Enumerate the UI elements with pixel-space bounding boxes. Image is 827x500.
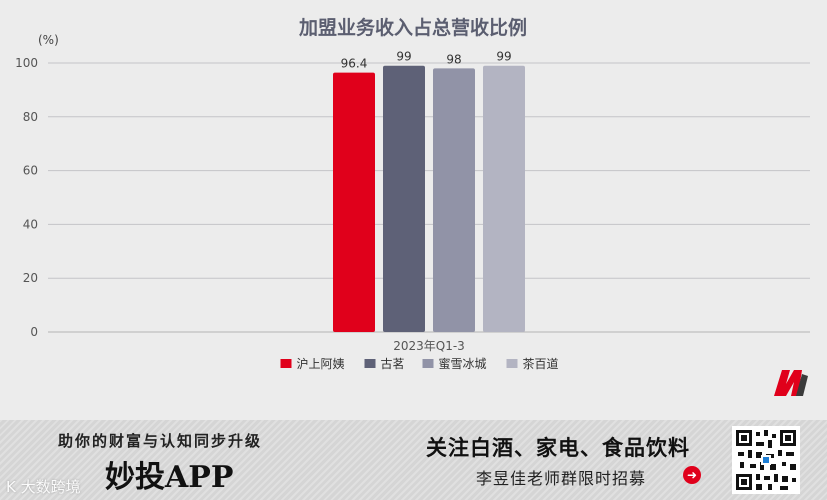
legend-swatch <box>280 359 292 368</box>
banner-app-name: 妙投APP <box>105 460 234 495</box>
chart-area: 加盟业务收入占总营收比例 (%) 0 20 40 60 80 100 96.4 99 98 99… <box>15 16 810 396</box>
miaotou-logo-icon <box>774 370 808 396</box>
chart-title: 加盟业务收入占总营收比例 <box>298 16 527 39</box>
legend-swatch <box>364 359 376 368</box>
qr-code-graphic <box>734 428 798 492</box>
legend-label: 古茗 <box>381 356 405 371</box>
y-tick-label: 40 <box>23 217 38 231</box>
bar-4 <box>483 65 525 332</box>
y-tick-label: 0 <box>30 325 38 339</box>
promo-banner[interactable]: 助你的财富与认知同步升级 妙投APP K 大数跨境 关注白酒、家电、食品饮料 李… <box>0 420 827 500</box>
watermark: K 大数跨境 <box>6 478 81 496</box>
legend-label: 茶百道 <box>523 356 559 371</box>
x-category-label: 2023年Q1-3 <box>393 339 465 353</box>
y-tick-label: 80 <box>23 110 38 124</box>
y-axis-ticks: 0 20 40 60 80 100 <box>15 56 38 339</box>
chart-svg: 加盟业务收入占总营收比例 (%) 0 20 40 60 80 100 96.4 99 98 99… <box>15 16 810 396</box>
data-label: 99 <box>496 50 511 64</box>
y-tick-label: 60 <box>23 164 38 178</box>
y-tick-label: 20 <box>23 271 38 285</box>
legend-swatch <box>422 359 434 368</box>
bar-3 <box>433 68 475 332</box>
data-label: 99 <box>396 50 411 64</box>
bar-2 <box>383 65 425 332</box>
legend-label: 沪上阿姨 <box>297 357 345 371</box>
gridlines <box>48 62 810 333</box>
data-labels: 96.4 99 98 99 <box>341 50 512 71</box>
legend: 沪上阿姨 古茗 蜜雪冰城 茶百道 <box>280 356 559 371</box>
banner-tagline: 助你的财富与认知同步升级 <box>58 432 263 450</box>
arrow-right-icon[interactable]: ➜ <box>683 466 701 484</box>
bar-1 <box>333 72 375 333</box>
legend-swatch <box>506 359 518 368</box>
bars <box>333 65 525 333</box>
data-label: 96.4 <box>341 57 368 71</box>
legend-label: 蜜雪冰城 <box>439 356 487 371</box>
banner-subline: 李昱佳老师群限时招募 <box>476 469 647 488</box>
x-axis-categories: 2023年Q1-3 <box>393 339 465 353</box>
y-tick-label: 100 <box>15 56 38 70</box>
banner-headline: 关注白酒、家电、食品饮料 <box>426 436 690 460</box>
y-unit-label: (%) <box>38 33 59 47</box>
qr-code-icon[interactable] <box>732 426 800 494</box>
data-label: 98 <box>446 52 461 66</box>
